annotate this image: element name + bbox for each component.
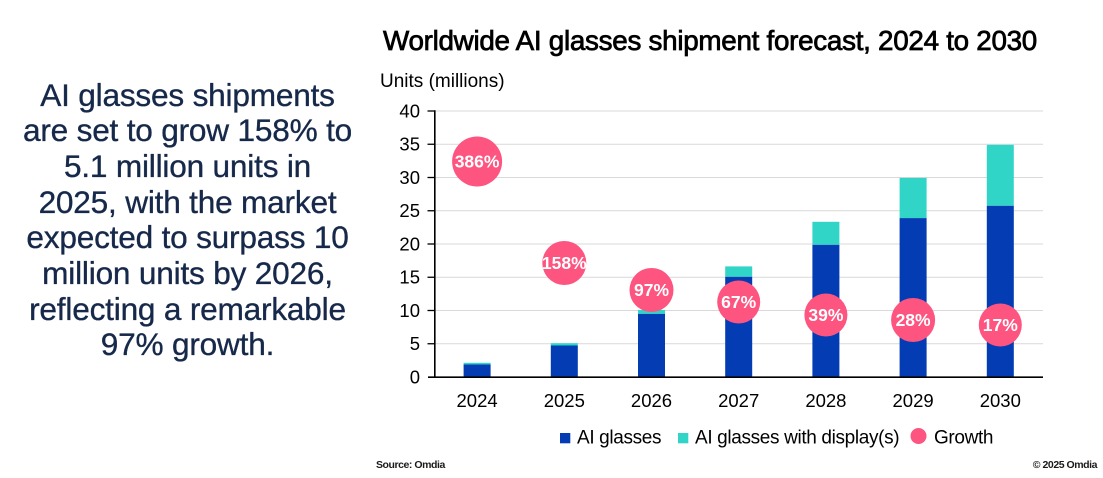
svg-text:386%: 386% (455, 152, 500, 172)
svg-text:AI glasses with display(s): AI glasses with display(s) (695, 428, 899, 449)
svg-text:2027: 2027 (718, 390, 759, 411)
svg-text:25: 25 (399, 200, 420, 221)
svg-text:AI glasses: AI glasses (577, 428, 661, 449)
svg-text:39%: 39% (808, 305, 843, 325)
svg-text:2026: 2026 (631, 390, 672, 411)
svg-text:30: 30 (399, 167, 420, 188)
svg-text:Growth: Growth (934, 428, 993, 449)
svg-text:5: 5 (410, 333, 420, 354)
svg-text:2024: 2024 (457, 390, 498, 411)
svg-text:35: 35 (399, 134, 420, 155)
svg-text:2028: 2028 (805, 390, 846, 411)
svg-text:40: 40 (399, 100, 420, 121)
svg-text:67%: 67% (721, 292, 756, 312)
svg-text:15: 15 (399, 267, 420, 288)
svg-text:0: 0 (410, 366, 420, 387)
svg-text:17%: 17% (983, 315, 1018, 335)
svg-text:28%: 28% (896, 310, 931, 330)
svg-text:2030: 2030 (980, 390, 1021, 411)
svg-text:2029: 2029 (893, 390, 934, 411)
svg-text:20: 20 (399, 233, 420, 254)
svg-text:158%: 158% (542, 253, 587, 273)
svg-text:10: 10 (399, 300, 420, 321)
svg-text:97%: 97% (634, 280, 669, 300)
svg-text:2025: 2025 (544, 390, 585, 411)
